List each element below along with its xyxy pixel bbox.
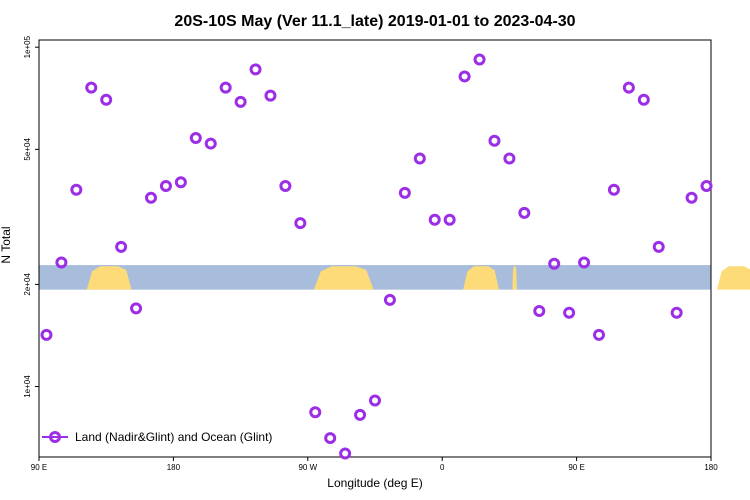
data-point — [100, 93, 113, 106]
data-point — [413, 152, 426, 165]
data-point — [700, 179, 713, 192]
x-tick-label: 180 — [704, 463, 718, 472]
land-ocean-band — [39, 265, 750, 290]
y-tick-label: 5e+04 — [23, 138, 32, 161]
data-point — [130, 302, 143, 315]
data-point — [622, 81, 635, 94]
data-point — [40, 328, 53, 341]
data-point — [339, 447, 352, 460]
data-point — [115, 240, 128, 253]
data-point — [398, 186, 411, 199]
data-point — [383, 293, 396, 306]
x-axis-label: Longitude (deg E) — [327, 476, 422, 490]
y-tick-label: 1e+05 — [23, 35, 32, 58]
data-point — [593, 328, 605, 341]
y-tick-label: 2e+04 — [23, 273, 32, 296]
land-region — [86, 266, 132, 290]
land-region — [512, 266, 517, 290]
land-region — [313, 266, 374, 290]
data-point — [249, 63, 262, 76]
chart-title: 20S-10S May (Ver 11.1_late) 2019-01-01 t… — [174, 13, 575, 30]
data-point — [428, 213, 441, 226]
x-tick-label: 90 E — [31, 463, 47, 472]
data-point — [189, 132, 202, 145]
data-point — [578, 256, 591, 269]
data-point — [354, 408, 367, 421]
y-tick-label: 1e+04 — [23, 375, 32, 398]
data-point — [309, 406, 322, 419]
data-point — [443, 213, 456, 226]
legend-label: Land (Nadir&Glint) and Ocean (Glint) — [75, 430, 272, 444]
data-point — [369, 394, 381, 407]
data-point — [219, 81, 232, 94]
data-point — [55, 256, 68, 269]
legend-marker — [49, 431, 61, 443]
data-point — [294, 217, 307, 230]
data-point — [174, 176, 187, 189]
data-point — [264, 89, 277, 102]
axis-ticks: 90 E 180 90 W 0 90 E 180 1e+04 2e+04 5e+04 1e+05 — [23, 35, 718, 472]
land-region — [716, 266, 750, 290]
data-point — [85, 81, 98, 94]
data-point — [548, 257, 561, 270]
x-tick-label: 90 E — [568, 463, 584, 472]
x-tick-label: 0 — [440, 463, 445, 472]
plot-frame — [38, 39, 712, 458]
data-point — [563, 306, 576, 319]
x-tick-label: 90 W — [298, 463, 317, 472]
x-tick-label: 180 — [167, 463, 181, 472]
data-point — [234, 95, 247, 108]
data-point — [159, 179, 172, 192]
ocean-band — [39, 265, 711, 290]
data-point — [488, 134, 501, 147]
data-point — [324, 432, 337, 445]
data-point — [503, 152, 516, 165]
land-region — [463, 266, 499, 290]
data-point — [685, 191, 698, 204]
legend: Land (Nadir&Glint) and Ocean (Glint) — [42, 430, 272, 444]
data-point — [70, 183, 83, 196]
data-points — [40, 53, 713, 460]
data-point — [670, 306, 683, 319]
data-point — [279, 179, 292, 192]
data-point — [145, 191, 157, 204]
y-axis-label: N Total — [0, 226, 13, 263]
data-point — [204, 137, 217, 150]
data-point — [607, 183, 620, 196]
data-point — [637, 93, 650, 106]
data-point — [533, 304, 546, 317]
data-point — [518, 206, 531, 219]
data-point — [473, 53, 486, 66]
data-point — [652, 240, 665, 253]
data-point — [458, 70, 471, 83]
